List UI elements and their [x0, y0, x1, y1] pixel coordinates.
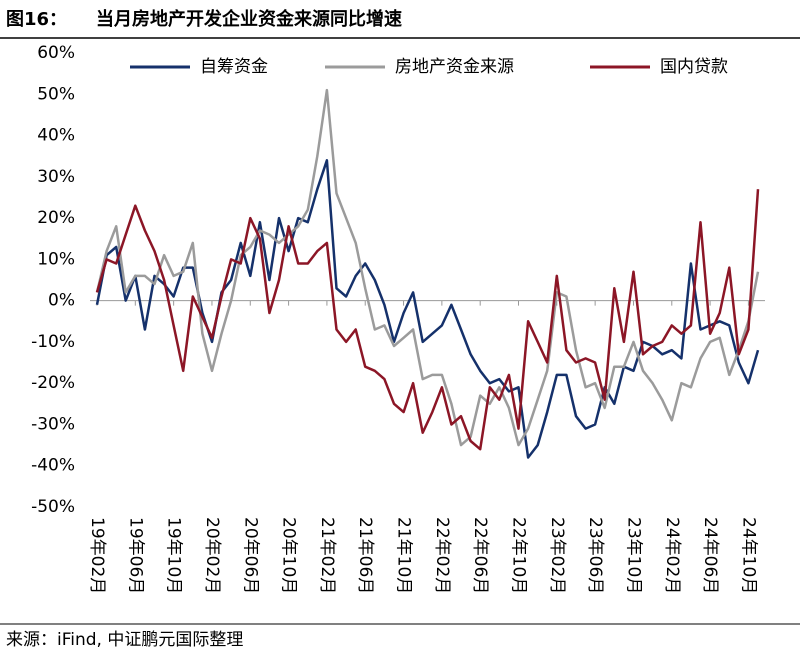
y-tick-label: 0%	[48, 291, 75, 311]
figure-label: 图16：	[6, 9, 67, 30]
legend-label: 自筹资金	[200, 57, 268, 77]
x-tick-label: 23年02月	[547, 517, 567, 594]
y-tick-label: 30%	[37, 167, 75, 187]
y-tick-label: -30%	[31, 414, 75, 434]
y-tick-label: 60%	[37, 43, 75, 63]
y-tick-label: 50%	[37, 84, 75, 104]
x-tick-label: 24年02月	[662, 517, 682, 594]
source: 来源：iFind, 中证鹏元国际整理	[6, 630, 243, 650]
x-tick-label: 20年06月	[240, 517, 260, 594]
x-tick-label: 22年06月	[470, 517, 490, 594]
x-tick-label: 21年10月	[394, 517, 414, 594]
legend-label: 房地产资金来源	[395, 57, 514, 77]
legend-label: 国内贷款	[660, 57, 728, 77]
x-tick-label: 20年10月	[279, 517, 299, 594]
x-tick-label: 19年06月	[125, 517, 145, 594]
x-tick-label: 19年10月	[164, 517, 184, 594]
x-tick-label: 24年06月	[700, 517, 720, 594]
x-tick-label: 21年02月	[317, 517, 337, 594]
y-tick-label: -50%	[31, 497, 75, 517]
x-tick-label: 23年06月	[585, 517, 605, 594]
y-tick-label: 40%	[37, 126, 75, 146]
x-tick-label: 19年02月	[87, 517, 107, 594]
series-line	[95, 159, 760, 459]
x-tick-label: 20年02月	[202, 517, 222, 594]
series-line	[95, 189, 760, 451]
x-tick-label: 21年06月	[355, 517, 375, 594]
x-tick-label: 22年02月	[432, 517, 452, 594]
x-tick-label: 23年10月	[623, 517, 643, 594]
chart-title: 当月房地产开发企业资金来源同比增速	[96, 8, 402, 30]
series-line	[95, 88, 760, 447]
y-tick-label: 20%	[37, 208, 75, 228]
y-tick-label: -40%	[31, 456, 75, 476]
y-tick-label: -20%	[31, 373, 75, 393]
x-tick-label: 24年10月	[738, 517, 758, 594]
y-tick-label: -10%	[31, 332, 75, 352]
y-tick-label: 10%	[37, 249, 75, 269]
x-tick-label: 22年10月	[509, 517, 529, 594]
